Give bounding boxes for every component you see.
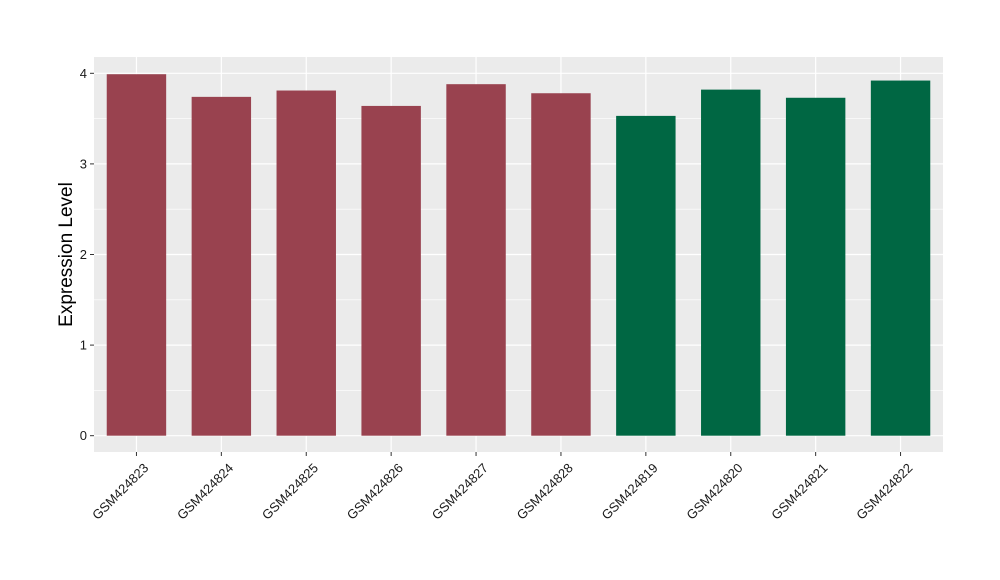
bar-GSM424826 xyxy=(361,105,421,436)
x-axis: GSM424823 GSM424824 GSM424825 GSM424826 GSM4… xyxy=(89,452,915,523)
bar-GSM424820 xyxy=(701,89,761,436)
x-tick-label: GSM424822 xyxy=(853,460,915,522)
x-tick-label: GSM424820 xyxy=(683,460,745,522)
y-axis-title: Expression Level xyxy=(56,182,77,327)
bar-GSM424821 xyxy=(785,97,846,436)
bar-GSM424825 xyxy=(276,90,336,436)
bar-GSM424822 xyxy=(870,80,931,436)
x-tick-label: GSM424827 xyxy=(429,460,491,522)
y-tick-label: 1 xyxy=(80,338,87,353)
y-axis: 0 1 2 3 4 xyxy=(80,66,94,443)
y-tick-label: 0 xyxy=(80,428,87,443)
bar-GSM424819 xyxy=(616,115,676,436)
x-tick-label: GSM424821 xyxy=(768,460,830,522)
bar-GSM424827 xyxy=(446,84,506,436)
x-tick-label: GSM424823 xyxy=(89,460,151,522)
x-tick-label: GSM424819 xyxy=(599,460,661,522)
y-tick-label: 2 xyxy=(80,247,87,262)
bars xyxy=(106,74,931,436)
y-tick-label: 3 xyxy=(80,156,87,171)
bar-GSM424823 xyxy=(106,74,167,436)
y-tick-label: 4 xyxy=(80,66,87,81)
bar-GSM424824 xyxy=(191,96,252,436)
bar-GSM424828 xyxy=(531,93,591,436)
x-tick-label: GSM424824 xyxy=(174,460,236,522)
x-tick-label: GSM424826 xyxy=(344,460,406,522)
x-tick-label: GSM424828 xyxy=(514,460,576,522)
x-tick-label: GSM424825 xyxy=(259,460,321,522)
